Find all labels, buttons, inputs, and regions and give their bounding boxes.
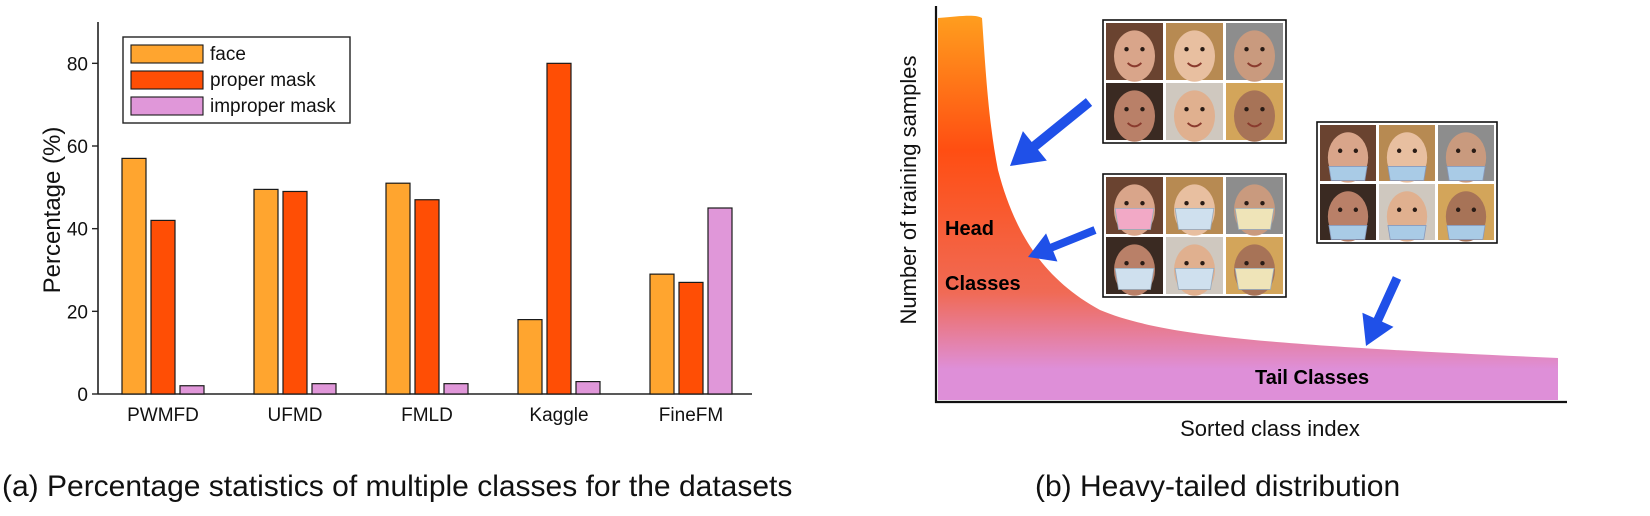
bar-face xyxy=(649,273,675,395)
face-photo xyxy=(1106,23,1163,82)
improper-mask-photo xyxy=(1379,184,1435,242)
bar-face xyxy=(385,182,411,395)
bar-improper-mask xyxy=(575,381,601,395)
x-tick-label: FMLD xyxy=(401,405,453,426)
chart-legend: face proper mask improper mask xyxy=(122,36,351,124)
bar-proper-mask xyxy=(150,219,176,395)
legend-label: improper mask xyxy=(210,96,336,117)
x-axis-label: Sorted class index xyxy=(1180,416,1360,441)
bar-face xyxy=(121,157,147,395)
heavy-tail-curve-area xyxy=(938,15,1558,400)
proper-mask-photo xyxy=(1226,177,1283,236)
face-photo xyxy=(1166,83,1223,142)
improper-mask-photo xyxy=(1438,184,1494,242)
x-tick-label: FineFM xyxy=(659,405,723,426)
proper-mask-photo xyxy=(1106,177,1163,236)
arrow-icon xyxy=(1362,276,1402,346)
bar-improper-mask xyxy=(311,383,337,395)
y-tick-label: 20 xyxy=(67,302,88,323)
improper-mask-photo xyxy=(1438,125,1494,183)
improper-mask-photo xyxy=(1320,184,1376,242)
caption-b: (b) Heavy-tailed distribution xyxy=(1035,470,1401,503)
improper-mask-photo xyxy=(1379,125,1435,183)
proper-mask-photo xyxy=(1106,237,1163,296)
y-tick-label: 40 xyxy=(67,220,88,241)
proper-mask-photo xyxy=(1166,237,1223,296)
tail-classes-label: Tail Classes xyxy=(1255,367,1369,389)
distribution-axes xyxy=(934,6,1567,404)
bar-proper-mask xyxy=(282,190,308,395)
bar-chart-bars xyxy=(121,62,733,395)
photo-grids xyxy=(1102,19,1498,298)
face-photo xyxy=(1226,83,1283,142)
legend-label: proper mask xyxy=(210,70,316,91)
bar-improper-mask xyxy=(179,385,205,395)
face-photo xyxy=(1166,23,1223,82)
face-photo xyxy=(1226,23,1283,82)
head-label: Head xyxy=(945,218,994,240)
legend-swatch xyxy=(130,70,204,90)
bar-proper-mask xyxy=(546,62,572,395)
bar-proper-mask xyxy=(678,281,704,395)
bar-improper-mask xyxy=(443,383,469,395)
improper-mask-photo-grid xyxy=(1316,121,1498,244)
y-tick-label: 0 xyxy=(77,385,88,406)
x-tick-label: UFMD xyxy=(268,405,323,426)
x-tick-label: Kaggle xyxy=(529,405,588,426)
proper-mask-photo-grid xyxy=(1102,173,1287,298)
legend-swatch xyxy=(130,44,204,64)
bar-face xyxy=(253,188,279,395)
face-photo-grid xyxy=(1102,19,1287,144)
y-axis-label: Number of training samples xyxy=(896,55,921,324)
improper-mask-photo xyxy=(1320,125,1376,183)
x-tick-label: PWMFD xyxy=(127,405,199,426)
bar-proper-mask xyxy=(414,199,440,395)
y-tick-label: 60 xyxy=(67,137,88,158)
proper-mask-photo xyxy=(1226,237,1283,296)
legend-label: face xyxy=(210,44,246,65)
y-tick-label: 80 xyxy=(67,54,88,75)
arrow-icon xyxy=(1028,226,1097,262)
bar-face xyxy=(517,319,543,395)
arrow-icon xyxy=(1010,98,1093,166)
caption-a: (a) Percentage statistics of multiple cl… xyxy=(2,470,793,503)
heavy-tailed-distribution-chart: Head Classes Tail Classes Number of trai… xyxy=(896,6,1567,441)
classes-label: Classes xyxy=(945,273,1021,295)
y-axis-label: Percentage (%) xyxy=(39,127,66,294)
bar-chart: 0 20 40 60 80 Percentage (%) PWMFD UFMD FMLD Kagg… xyxy=(39,22,752,426)
arrows xyxy=(1010,98,1402,346)
legend-swatch xyxy=(130,96,204,116)
bar-chart-axes: 0 20 40 60 80 Percentage (%) PWMFD UFMD FMLD Kagg… xyxy=(39,22,752,426)
face-photo xyxy=(1106,83,1163,142)
proper-mask-photo xyxy=(1166,177,1223,236)
bar-improper-mask xyxy=(707,207,733,395)
